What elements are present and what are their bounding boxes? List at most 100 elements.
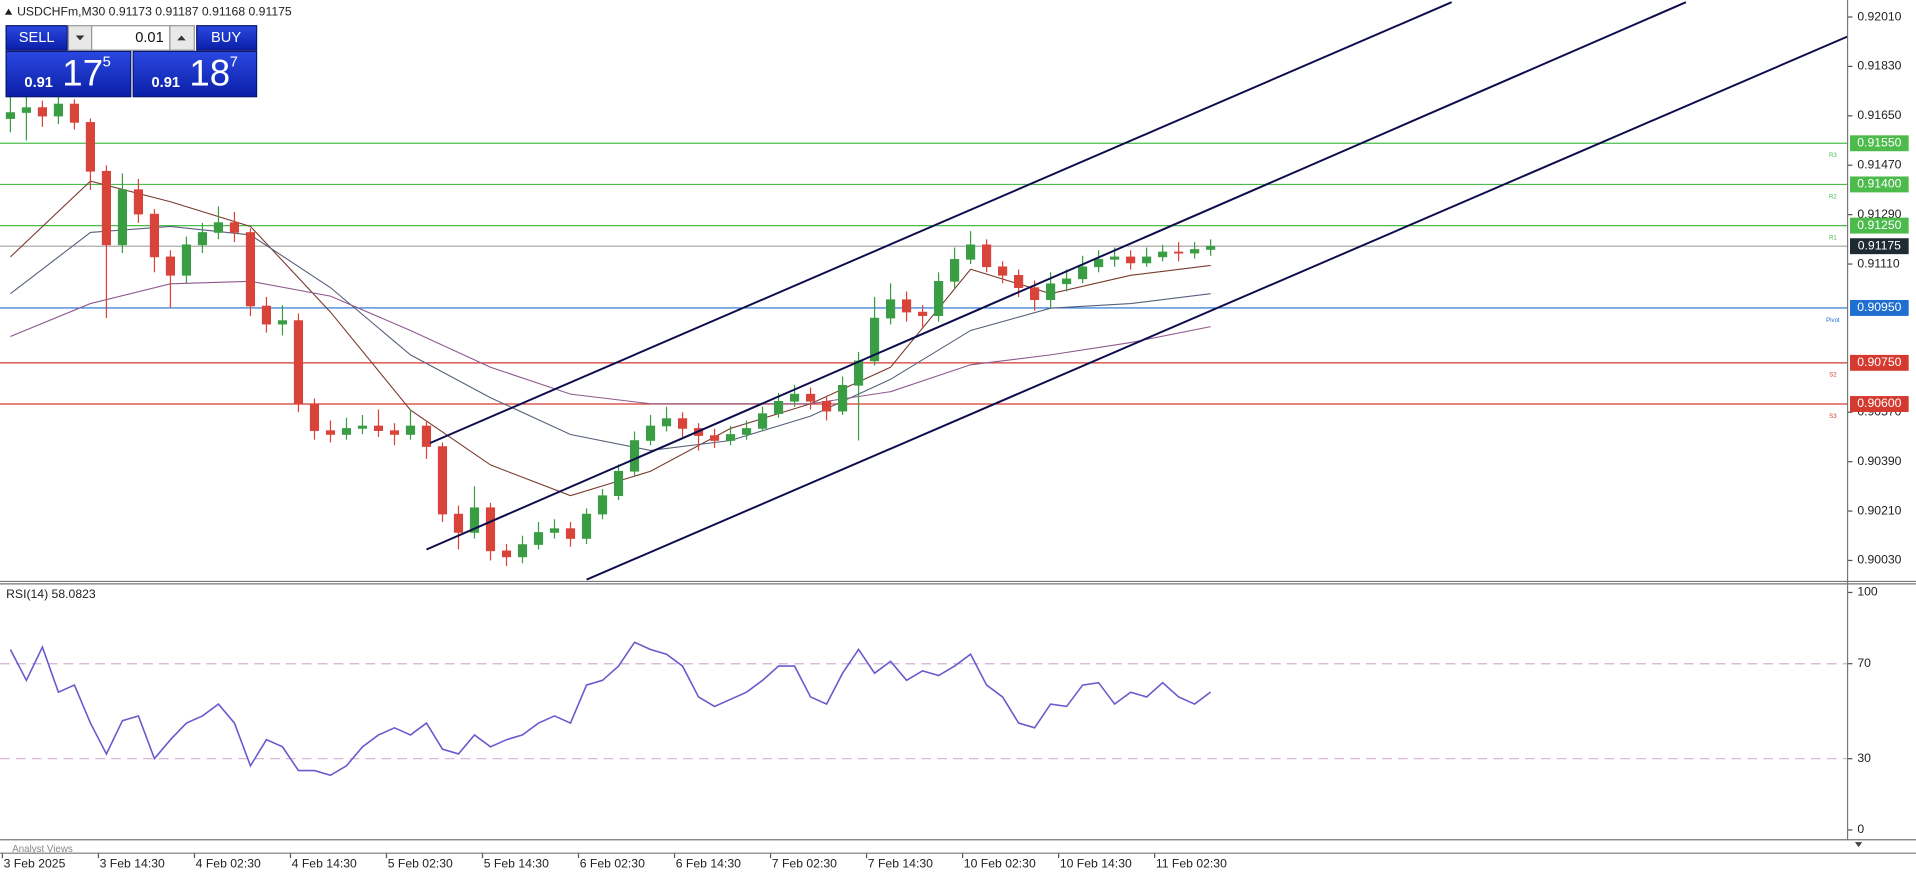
y-tick-label: 0.90390 <box>1857 454 1901 468</box>
candle-body <box>773 400 784 414</box>
candle-body <box>149 213 160 258</box>
buy-price-main: 18 <box>189 53 230 94</box>
candle-body <box>549 528 560 533</box>
candle-body <box>1014 274 1024 288</box>
candle-body <box>21 107 31 113</box>
x-tick-label: 11 Feb 02:30 <box>1156 856 1227 870</box>
candle-body <box>581 513 592 539</box>
trendline <box>586 35 1848 581</box>
up-arrow <box>177 35 186 41</box>
price-tag-label: 0.91175 <box>1858 238 1901 252</box>
candle-body <box>501 550 512 558</box>
x-tick-label: 3 Feb 14:30 <box>100 856 165 870</box>
candle-body <box>5 112 15 119</box>
y-tick-label: 0.90030 <box>1857 553 1901 567</box>
candle-body <box>1110 256 1120 260</box>
candle-body <box>469 507 480 533</box>
price-tag-label: 0.90600 <box>1857 396 1901 410</box>
price-tag-label: 0.90750 <box>1857 355 1901 369</box>
level-name: S3 <box>1829 413 1837 420</box>
candle-body <box>453 513 464 533</box>
sell-button[interactable] <box>5 25 68 51</box>
candle-body <box>101 170 112 246</box>
candle-body <box>53 103 63 117</box>
x-tick-label: 6 Feb 14:30 <box>676 856 741 870</box>
candle-body <box>982 244 992 268</box>
candle-body <box>357 425 368 429</box>
x-tick-label: 3 Feb 2025 <box>4 856 66 870</box>
candle-body <box>405 425 416 435</box>
candle-body <box>885 299 896 319</box>
candle-body <box>245 232 256 307</box>
scroll-arrow[interactable] <box>1854 842 1863 848</box>
candle-body <box>869 317 880 362</box>
x-tick-label: 4 Feb 02:30 <box>196 856 261 870</box>
x-tick-label: 5 Feb 14:30 <box>484 856 549 870</box>
rsi-plot <box>0 641 1848 777</box>
price-tag-label: 0.91550 <box>1857 135 1901 149</box>
trendline <box>426 1 1687 551</box>
price-tag-label: 0.91250 <box>1857 218 1901 232</box>
main-plot <box>0 1 1848 581</box>
y-tick-label: 30 <box>1857 751 1871 765</box>
price-tag <box>1850 238 1909 255</box>
sell-price-main: 17 <box>62 53 103 94</box>
y-tick-label: 0.91830 <box>1857 59 1901 73</box>
sell-price-fraction: 5 <box>103 54 111 70</box>
candle-body <box>1190 249 1200 254</box>
x-tick-label: 7 Feb 14:30 <box>868 856 933 870</box>
candle-body <box>293 320 304 405</box>
candle-body <box>1062 278 1072 285</box>
lot-value: 0.01 <box>135 30 164 46</box>
candle-body <box>805 393 816 402</box>
candle-body <box>37 107 47 117</box>
collapse-icon[interactable] <box>4 8 13 15</box>
candle-body <box>1046 283 1056 301</box>
candle-body <box>998 266 1008 276</box>
trade-panel: SELL 0.01 BUY 0.91 17 5 0.91 18 7 <box>5 25 258 98</box>
buy-label: BUY <box>211 30 241 46</box>
level-name: S2 <box>1829 372 1837 379</box>
x-tick-label: 10 Feb 14:30 <box>1060 856 1132 870</box>
candle-body <box>437 446 448 515</box>
candle-body <box>1094 259 1104 268</box>
buy-price-fraction: 7 <box>230 54 238 70</box>
candle-body <box>117 189 128 246</box>
candle-body <box>821 400 832 412</box>
candle-body <box>709 435 720 441</box>
candle-body <box>741 428 752 435</box>
x-tick-label: 5 Feb 02:30 <box>388 856 453 870</box>
candle-body <box>373 425 384 431</box>
candle-body <box>341 428 352 435</box>
candle-body <box>757 413 768 429</box>
buy-price-box[interactable] <box>132 50 258 98</box>
candle-body <box>213 222 224 233</box>
price-tag-label: 0.91400 <box>1857 177 1901 191</box>
symbol-info: USDCHFm,M30 0.91173 0.91187 0.91168 0.91… <box>17 4 292 18</box>
candle-body <box>1078 266 1088 280</box>
price-tag-label: 0.90950 <box>1857 300 1901 314</box>
moving-average <box>10 225 1211 451</box>
candle-body <box>725 434 736 441</box>
y-tick-label: 0.91470 <box>1857 157 1901 171</box>
candle-body <box>69 103 79 123</box>
sell-label: SELL <box>19 30 55 46</box>
price-tag <box>1850 396 1909 412</box>
y-tick-label: 0.91110 <box>1857 256 1900 270</box>
price-tag <box>1850 354 1909 371</box>
candle-body <box>533 532 544 545</box>
level-name: R2 <box>1829 193 1837 200</box>
candle-body <box>1142 256 1152 264</box>
candle-body <box>197 232 208 246</box>
axes: R3 R2 R1 Pivot S2 S3 0.92010 0.91830 0.91650 0.91… <box>1 9 1909 870</box>
footer-tab[interactable]: Analyst Views <box>12 844 73 855</box>
level-name: Pivot <box>1826 317 1840 324</box>
price-tag <box>1850 176 1909 193</box>
y-tick-label: 0.90210 <box>1857 503 1901 517</box>
x-tick-label: 4 Feb 14:30 <box>292 856 357 870</box>
candle-body <box>181 244 192 276</box>
buy-button[interactable] <box>196 25 258 51</box>
sell-price-box[interactable] <box>5 50 132 98</box>
